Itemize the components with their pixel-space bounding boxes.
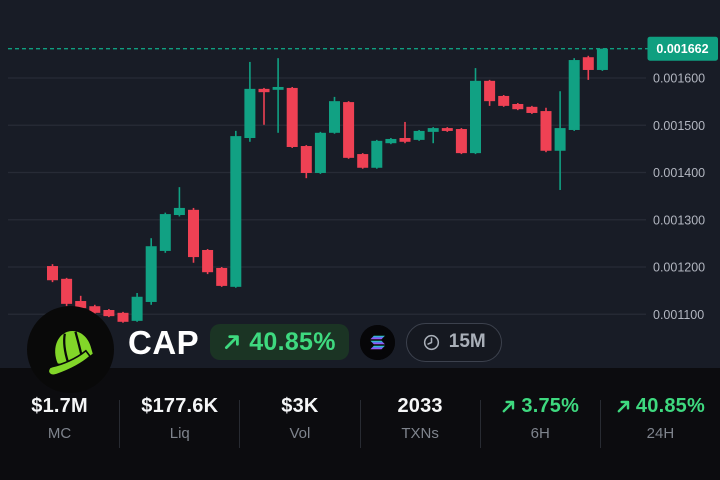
stat-value: 40.85%: [601, 395, 720, 417]
stat-value: $1.7M: [31, 395, 88, 417]
candle-up: [131, 296, 143, 321]
stat-label: Vol: [289, 425, 311, 442]
candle-up: [568, 60, 580, 130]
candle-up: [470, 80, 481, 154]
stat-label: 24H: [646, 425, 675, 442]
candle-down: [61, 278, 73, 304]
trend-up-icon: [617, 400, 630, 412]
candle-up: [145, 246, 157, 302]
candle-down: [357, 154, 369, 168]
candle-down: [455, 129, 467, 154]
stat-divider: [599, 400, 601, 448]
stat-divider: [479, 400, 481, 448]
solana-chain-icon: [359, 324, 395, 360]
candle-down: [441, 128, 453, 131]
price-axis-tick: 0.001400: [653, 166, 705, 180]
candle-up: [272, 86, 284, 90]
candle-down: [300, 146, 312, 173]
price-axis-tick: 0.001300: [653, 213, 705, 227]
stat-label: TXNs: [401, 425, 439, 442]
candle-up: [159, 214, 171, 251]
stat-item-liq: $177.6K Liq: [120, 395, 239, 442]
token-symbol: CAP: [128, 323, 200, 361]
candle-down: [498, 95, 510, 106]
stat-item-24h: 40.85% 24H: [601, 395, 720, 442]
candle-down: [75, 301, 87, 309]
candle-down: [117, 312, 129, 322]
candle-down: [484, 80, 496, 102]
candle-down: [540, 111, 552, 151]
token-avatar: [27, 306, 114, 393]
candle-up: [554, 128, 566, 151]
candle-down: [399, 138, 411, 142]
candle-down: [512, 103, 524, 110]
candle-up: [596, 48, 608, 70]
candle-down: [188, 209, 199, 258]
stat-divider: [239, 400, 241, 448]
timeframe-label: 15M: [448, 331, 486, 352]
candle-up: [230, 136, 242, 287]
candle-up: [413, 130, 425, 140]
candle-down: [47, 266, 58, 281]
current-price-label: 0.001662: [656, 42, 708, 56]
candle-up: [173, 207, 185, 216]
candle-up: [244, 88, 256, 139]
stat-item-vol: $3K Vol: [240, 395, 359, 442]
candle-down: [216, 267, 228, 286]
stat-label: Liq: [169, 425, 190, 442]
stat-value: 3.75%: [481, 395, 600, 417]
candle-up: [371, 140, 383, 168]
candle-down: [202, 249, 214, 273]
price-axis-tick: 0.001600: [653, 72, 705, 86]
stat-value: 2033: [397, 395, 443, 417]
clock-icon: [423, 334, 439, 350]
candle-down: [582, 57, 594, 70]
candle-up: [314, 132, 326, 173]
candle-up: [329, 101, 340, 133]
candle-up: [385, 138, 397, 144]
trend-up-icon: [503, 400, 515, 412]
candle-down: [286, 87, 298, 147]
price-axis-tick: 0.001500: [653, 119, 705, 133]
change-badge: 40.85%: [210, 324, 349, 360]
stat-item-6h: 3.75% 6H: [481, 395, 600, 442]
candle-down: [103, 309, 115, 317]
stat-divider: [359, 400, 361, 448]
timeframe-pill[interactable]: 15M: [405, 322, 502, 362]
candle-down: [258, 88, 270, 93]
stat-item-txns: 2033 TXNs: [361, 395, 480, 442]
price-axis-tick: 0.001100: [653, 308, 704, 322]
stat-value: $3K: [281, 395, 319, 417]
candle-up: [427, 128, 439, 132]
current-price-badge: [647, 36, 718, 61]
candle-down: [89, 306, 101, 313]
trend-up-icon: [225, 335, 239, 350]
candle-down: [343, 102, 355, 158]
stat-item-mc: $1.7M MC: [0, 395, 119, 442]
stat-label: 6H: [530, 425, 550, 442]
cap-logo-icon: [47, 330, 93, 376]
price-axis-tick: 0.001200: [653, 261, 705, 275]
stat-label: MC: [47, 425, 72, 442]
change-badge-value: 40.85%: [249, 327, 336, 356]
candle-down: [526, 106, 538, 113]
stat-divider: [119, 400, 121, 448]
stats-bar: $1.7M MC $177.6K Liq $3K Vol 2033 TXNs 3.75% 6H 40…: [0, 368, 720, 480]
stat-value: $177.6K: [141, 395, 219, 417]
